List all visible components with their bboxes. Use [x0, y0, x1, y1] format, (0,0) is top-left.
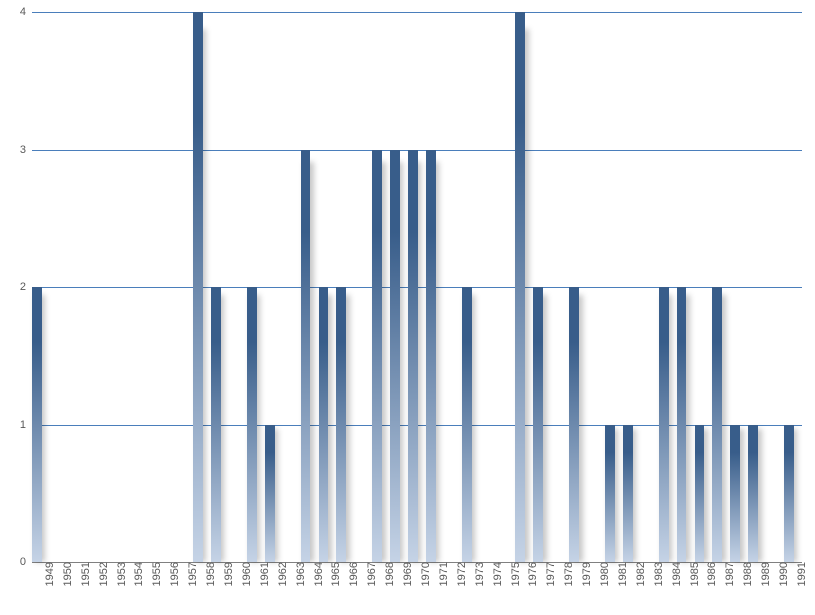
- x-tick-label: 1970: [418, 562, 432, 586]
- bar: [623, 425, 633, 563]
- bar: [605, 425, 615, 563]
- x-tick-label: 1976: [525, 562, 539, 586]
- bar: [372, 150, 382, 563]
- bar: [336, 287, 346, 562]
- x-tick-label: 1981: [615, 562, 629, 586]
- bar: [533, 287, 543, 562]
- x-tick-label: 1960: [239, 562, 253, 586]
- bar: [265, 425, 275, 563]
- x-tick-label: 1951: [78, 562, 92, 586]
- x-tick-label: 1987: [722, 562, 736, 586]
- x-tick-label: 1974: [490, 562, 504, 586]
- x-tick-label: 1972: [454, 562, 468, 586]
- x-tick-label: 1985: [687, 562, 701, 586]
- x-tick-label: 1956: [167, 562, 181, 586]
- x-tick-label: 1959: [221, 562, 235, 586]
- x-tick-label: 1975: [508, 562, 522, 586]
- bar: [247, 287, 257, 562]
- x-tick-label: 1966: [346, 562, 360, 586]
- x-tick-label: 1984: [669, 562, 683, 586]
- x-tick-label: 1980: [597, 562, 611, 586]
- bar: [677, 287, 687, 562]
- bar: [748, 425, 758, 563]
- x-tick-label: 1957: [185, 562, 199, 586]
- bar: [569, 287, 579, 562]
- bar: [515, 12, 525, 562]
- plot-area: 0123419491950195119521953195419551956195…: [32, 12, 802, 562]
- bar: [319, 287, 329, 562]
- x-tick-label: 1954: [131, 562, 145, 586]
- x-tick-label: 1955: [149, 562, 163, 586]
- bar: [695, 425, 705, 563]
- x-tick-label: 1982: [633, 562, 647, 586]
- y-tick-label: 2: [20, 281, 32, 293]
- x-tick-label: 1949: [42, 562, 56, 586]
- x-tick-label: 1958: [203, 562, 217, 586]
- bar: [784, 425, 794, 563]
- bar: [462, 287, 472, 562]
- x-tick-label: 1968: [382, 562, 396, 586]
- bar: [390, 150, 400, 563]
- bar: [408, 150, 418, 563]
- bar: [426, 150, 436, 563]
- x-tick-label: 1952: [96, 562, 110, 586]
- bar: [730, 425, 740, 563]
- x-tick-label: 1950: [60, 562, 74, 586]
- x-tick-label: 1953: [114, 562, 128, 586]
- y-tick-label: 1: [20, 419, 32, 431]
- bar: [712, 287, 722, 562]
- x-tick-label: 1969: [400, 562, 414, 586]
- x-tick-label: 1961: [257, 562, 271, 586]
- x-tick-label: 1967: [364, 562, 378, 586]
- x-tick-label: 1963: [293, 562, 307, 586]
- x-tick-label: 1973: [472, 562, 486, 586]
- y-tick-label: 0: [20, 556, 32, 568]
- x-tick-label: 1978: [561, 562, 575, 586]
- x-tick-label: 1962: [275, 562, 289, 586]
- bar-chart: 0 1 2 3 4 1949 1950 1951 1952 19531954 1955 1956 195…: [0, 0, 815, 615]
- bar: [211, 287, 221, 562]
- x-tick-label: 1983: [651, 562, 665, 586]
- x-tick-label: 1979: [579, 562, 593, 586]
- x-tick-label: 1964: [311, 562, 325, 586]
- x-tick-label: 1971: [436, 562, 450, 586]
- x-tick-label: 1988: [740, 562, 754, 586]
- x-tick-label: 1977: [543, 562, 557, 586]
- bar: [301, 150, 311, 563]
- y-tick-label: 4: [20, 6, 32, 18]
- y-tick-label: 3: [20, 144, 32, 156]
- x-tick-label: 1986: [704, 562, 718, 586]
- bar: [32, 287, 42, 562]
- x-tick-label: 1991: [794, 562, 808, 586]
- bars-layer: [32, 12, 802, 562]
- bar: [193, 12, 203, 562]
- bar: [659, 287, 669, 562]
- x-tick-label: 1989: [758, 562, 772, 586]
- x-tick-label: 1965: [328, 562, 342, 586]
- x-tick-label: 1990: [776, 562, 790, 586]
